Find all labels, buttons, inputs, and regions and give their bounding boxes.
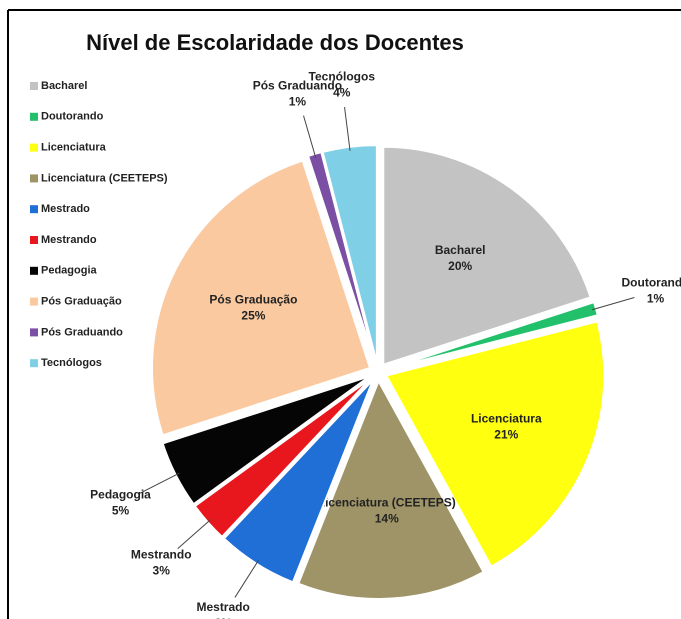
legend-swatch <box>30 112 38 121</box>
data-label-name: Licenciatura <box>471 412 542 426</box>
leader-line <box>234 560 259 598</box>
data-label-value: 1% <box>289 95 307 109</box>
legend-label: Pós Graduação <box>41 296 122 308</box>
legend-swatch <box>30 82 38 90</box>
pie-slice <box>151 159 372 437</box>
leader-line <box>344 107 351 151</box>
leader-line <box>303 115 317 158</box>
legend-label: Mestrado <box>41 203 90 215</box>
legend-swatch <box>30 143 38 152</box>
legend-swatch <box>30 297 38 306</box>
leader-line <box>139 472 180 494</box>
data-label-value: 1% <box>647 292 665 306</box>
legend-swatch <box>30 359 38 368</box>
legend-label: Doutorando <box>41 111 104 123</box>
pie-slice <box>384 320 606 568</box>
data-label-name: Doutorando <box>622 276 681 290</box>
data-label-name: Mestrando <box>131 547 192 561</box>
legend-label: Tecnólogos <box>41 357 102 369</box>
legend-label: Licenciatura <box>41 142 107 154</box>
legend-label: Bacharel <box>41 80 87 92</box>
data-label-value: 25% <box>241 309 265 323</box>
data-label-value: 4% <box>333 85 351 99</box>
data-label-value: 21% <box>494 428 518 442</box>
data-label-name: Pedagogia <box>90 487 151 501</box>
data-label-name: Mestrado <box>196 600 249 614</box>
chart-title: Nível de Escolaridade dos Docentes <box>86 30 464 55</box>
data-label-value: 5% <box>112 503 130 517</box>
data-label-value: 20% <box>448 259 472 273</box>
data-label-name: Licenciatura (CEETEPS) <box>318 496 456 510</box>
legend-swatch <box>30 266 38 275</box>
leader-line <box>177 519 212 549</box>
legend-swatch <box>30 205 38 214</box>
legend-label: Mestrando <box>41 234 97 246</box>
data-label-name: Tecnólogos <box>309 69 376 83</box>
legend-label: Licenciatura (CEETEPS) <box>41 172 168 184</box>
pie-slice <box>297 378 485 600</box>
pie-slice <box>382 145 592 367</box>
data-label-name: Pós Graduando <box>253 79 342 93</box>
data-label-name: Pós Graduação <box>209 293 297 307</box>
legend-label: Pedagogia <box>41 265 98 277</box>
legend-swatch <box>30 328 38 337</box>
data-label-value: 14% <box>375 512 399 526</box>
legend-swatch <box>30 174 38 183</box>
data-label-name: Bacharel <box>435 243 486 257</box>
data-label-value: 6% <box>214 616 232 619</box>
legend-swatch <box>30 236 38 244</box>
leader-line <box>592 297 635 311</box>
legend-label: Pós Graduando <box>41 326 123 338</box>
data-label-value: 3% <box>153 563 171 577</box>
